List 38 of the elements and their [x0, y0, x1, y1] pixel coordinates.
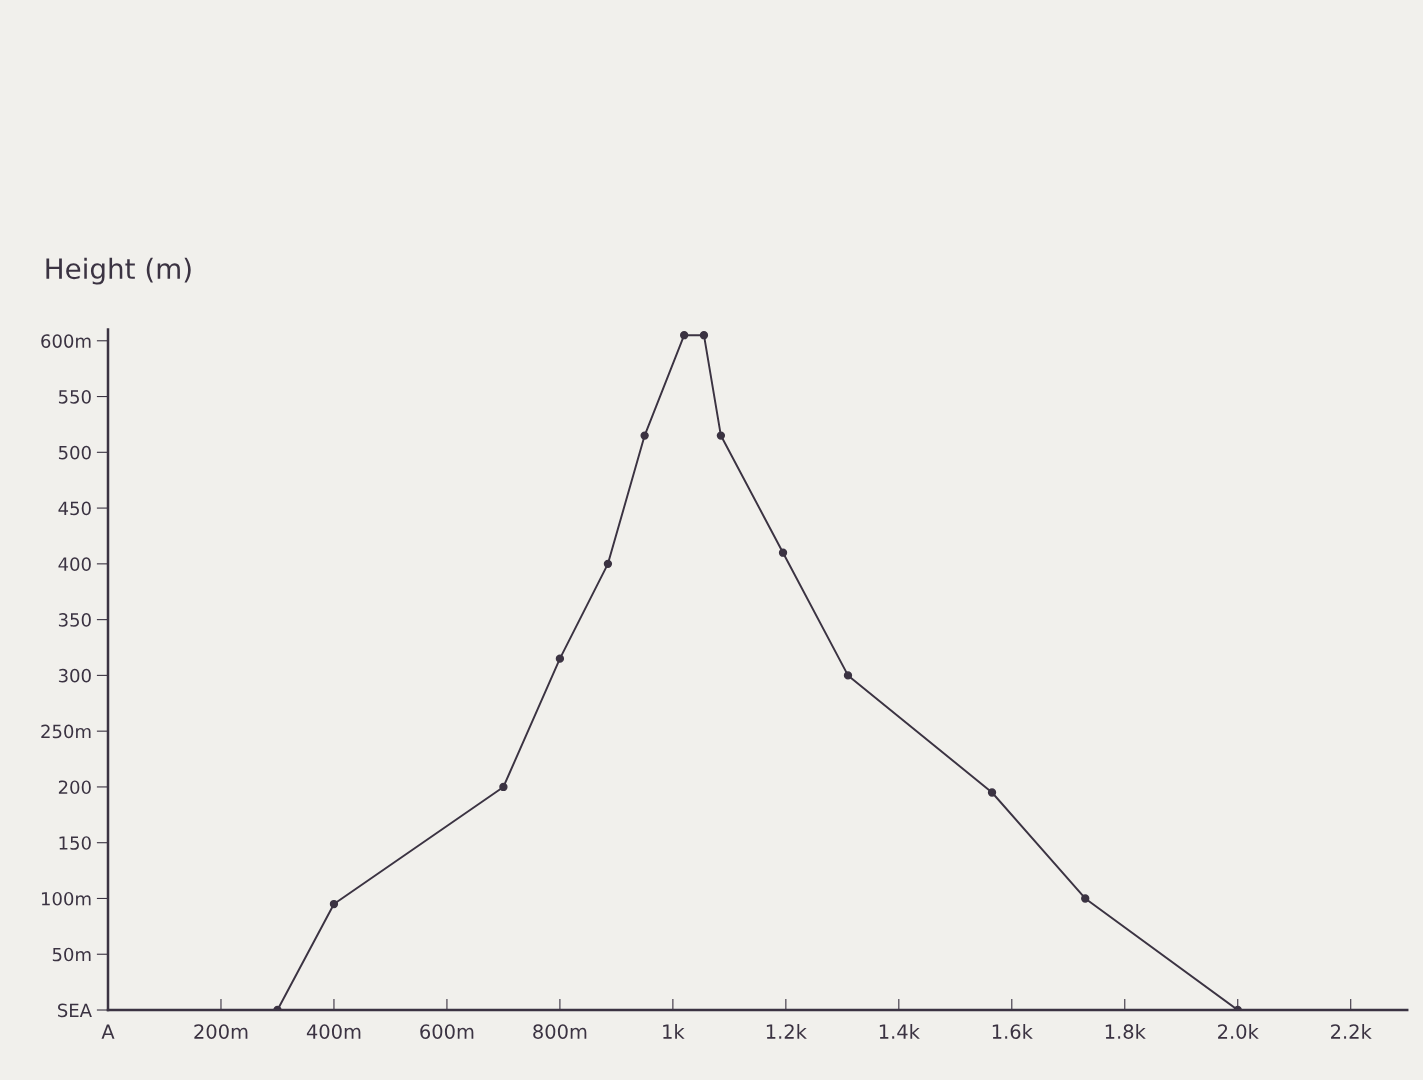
y-tick-label: 500 — [58, 445, 91, 460]
x-tick-label: 1k — [663, 1023, 685, 1039]
point — [987, 788, 997, 797]
y-tick-label: 350 — [58, 613, 91, 627]
x-tick-label: 1.8k — [1105, 1023, 1146, 1039]
point — [680, 331, 689, 340]
y-tick-label: 450 — [58, 501, 91, 516]
x-tick-label: 2.2k — [1331, 1023, 1372, 1039]
point — [640, 431, 649, 440]
y-tick-label: 550 — [58, 390, 91, 404]
x-tick-label: 1.4k — [879, 1023, 920, 1039]
point — [716, 431, 726, 440]
y-tick-label: 200 — [58, 780, 91, 795]
point — [1081, 894, 1090, 903]
x-tick-label: 800m — [533, 1024, 587, 1039]
y-tick-label: 50m — [52, 947, 91, 962]
x-tick-label: 200m — [194, 1024, 248, 1039]
x-tick-label: 2.0k — [1218, 1023, 1259, 1039]
point — [603, 559, 613, 569]
point — [499, 782, 508, 792]
point — [699, 331, 709, 340]
x-tick-label: 600m — [420, 1024, 474, 1039]
point — [555, 654, 565, 663]
y-tick-label: 600m — [41, 334, 91, 348]
point — [778, 548, 788, 557]
y-tick-label: 150 — [59, 836, 91, 850]
y-tick-label: 400 — [58, 557, 91, 571]
x-tick-label: 1.2k — [766, 1023, 807, 1039]
x-tick-label: A — [101, 1024, 115, 1039]
y-tick-label: 250m — [41, 724, 91, 739]
point — [843, 671, 853, 680]
y-tick-label: 300 — [58, 668, 91, 683]
y-axis-title: Height (m) — [46, 257, 191, 285]
point — [329, 899, 339, 909]
y-tick-label: SEA — [58, 1003, 92, 1018]
x-tick-label: 1.6k — [992, 1023, 1033, 1039]
x-tick-label: 400m — [306, 1024, 361, 1039]
y-tick-label: 100m — [41, 891, 91, 906]
